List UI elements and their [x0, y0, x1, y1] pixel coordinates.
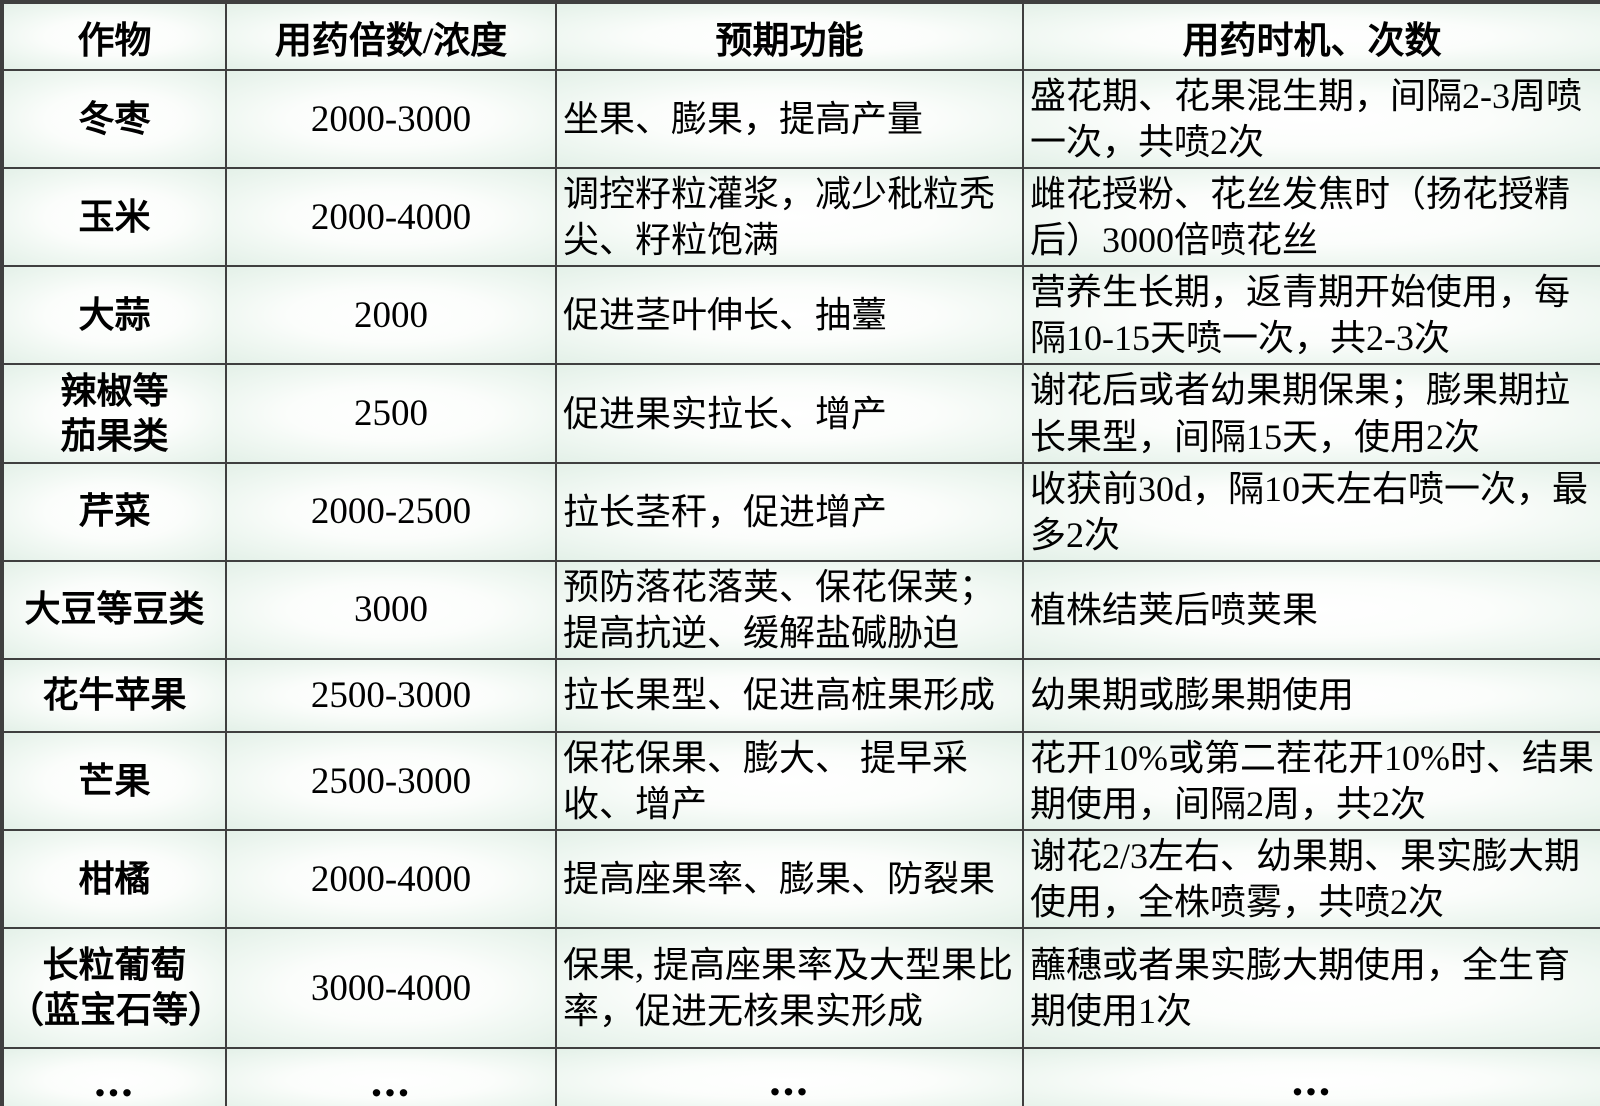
- table-row-ellipsis: ... ... ... ...: [1, 1047, 1600, 1106]
- crop-cell: ...: [1, 1047, 227, 1106]
- dosage-cell: 2000-2500: [225, 461, 557, 562]
- dosage-cell: 2000: [225, 265, 557, 366]
- table-row: 冬枣 2000-3000 坐果、膨果，提高产量 盛花期、花果混生期，间隔2-3周…: [1, 68, 1600, 170]
- table-row: 柑橘 2000-4000 提高座果率、膨果、防裂果 谢花2/3左右、幼果期、果实…: [1, 829, 1600, 930]
- table-row: 长粒葡萄 （蓝宝石等） 3000-4000 保果, 提高座果率及大型果比率，促进…: [1, 927, 1600, 1050]
- crop-cell: 大蒜: [1, 265, 227, 366]
- table-row: 大蒜 2000 促进茎叶伸长、抽薹 营养生长期，返青期开始使用，每隔10-15天…: [1, 265, 1600, 366]
- timing-cell: 谢花后或者幼果期保果；膨果期拉长果型，间隔15天，使用2次: [1022, 363, 1600, 464]
- function-cell: 拉长茎秆，促进增产: [555, 461, 1024, 562]
- table-row: 大豆等豆类 3000 预防落花落荚、保花保荚；提高抗逆、缓解盐碱胁迫 植株结荚后…: [1, 559, 1600, 660]
- crop-cell: 大豆等豆类: [1, 559, 227, 660]
- header-timing: 用药时机、次数: [1022, 1, 1600, 71]
- dosage-cell: 2500-3000: [225, 730, 557, 832]
- timing-cell: ...: [1022, 1047, 1600, 1106]
- header-row: 作物 用药倍数/浓度 预期功能 用药时机、次数: [1, 1, 1600, 71]
- crop-cell: 芒果: [1, 730, 227, 832]
- crop-cell: 辣椒等 茄果类: [1, 363, 227, 464]
- table-row: 玉米 2000-4000 调控籽粒灌浆，减少秕粒秃尖、籽粒饱满 雌花授粉、花丝发…: [1, 167, 1600, 268]
- dosage-cell: 2000-4000: [225, 829, 557, 930]
- function-cell: 促进果实拉长、增产: [555, 363, 1024, 464]
- timing-cell: 蘸穗或者果实膨大期使用，全生育期使用1次: [1022, 927, 1600, 1050]
- table-row: 辣椒等 茄果类 2500 促进果实拉长、增产 谢花后或者幼果期保果；膨果期拉长果…: [1, 363, 1600, 464]
- header-dosage: 用药倍数/浓度: [225, 1, 557, 71]
- crop-cell: 长粒葡萄 （蓝宝石等）: [1, 927, 227, 1050]
- timing-cell: 花开10%或第二茬花开10%时、结果期使用，间隔2周，共2次: [1022, 730, 1600, 832]
- timing-cell: 植株结荚后喷荚果: [1022, 559, 1600, 660]
- crop-cell: 柑橘: [1, 829, 227, 930]
- timing-cell: 营养生长期，返青期开始使用，每隔10-15天喷一次，共2-3次: [1022, 265, 1600, 366]
- header-crop: 作物: [1, 1, 227, 71]
- dosage-cell: 2500-3000: [225, 657, 557, 733]
- function-cell: 保果, 提高座果率及大型果比率，促进无核果实形成: [555, 927, 1024, 1050]
- crop-cell: 花牛苹果: [1, 657, 227, 733]
- timing-cell: 谢花2/3左右、幼果期、果实膨大期使用，全株喷雾，共喷2次: [1022, 829, 1600, 930]
- function-cell: ...: [555, 1047, 1024, 1106]
- crop-cell: 玉米: [1, 167, 227, 268]
- dosage-cell: 2000-3000: [225, 68, 557, 170]
- header-function: 预期功能: [555, 1, 1024, 71]
- timing-cell: 盛花期、花果混生期，间隔2-3周喷一次，共喷2次: [1022, 68, 1600, 170]
- function-cell: 调控籽粒灌浆，减少秕粒秃尖、籽粒饱满: [555, 167, 1024, 268]
- timing-cell: 收获前30d，隔10天左右喷一次，最多2次: [1022, 461, 1600, 562]
- table-row: 花牛苹果 2500-3000 拉长果型、促进高桩果形成 幼果期或膨果期使用: [1, 657, 1600, 733]
- table-row: 芒果 2500-3000 保花保果、膨大、 提早采收、增产 花开10%或第二茬花…: [1, 730, 1600, 832]
- timing-cell: 雌花授粉、花丝发焦时（扬花授精后）3000倍喷花丝: [1022, 167, 1600, 268]
- dosage-cell: 2500: [225, 363, 557, 464]
- function-cell: 保花保果、膨大、 提早采收、增产: [555, 730, 1024, 832]
- dosage-cell: 2000-4000: [225, 167, 557, 268]
- dosage-cell: 3000-4000: [225, 927, 557, 1050]
- dosage-cell: ...: [225, 1047, 557, 1106]
- timing-cell: 幼果期或膨果期使用: [1022, 657, 1600, 733]
- function-cell: 坐果、膨果，提高产量: [555, 68, 1024, 170]
- crop-cell: 冬枣: [1, 68, 227, 170]
- function-cell: 拉长果型、促进高桩果形成: [555, 657, 1024, 733]
- function-cell: 提高座果率、膨果、防裂果: [555, 829, 1024, 930]
- function-cell: 预防落花落荚、保花保荚；提高抗逆、缓解盐碱胁迫: [555, 559, 1024, 660]
- function-cell: 促进茎叶伸长、抽薹: [555, 265, 1024, 366]
- dosage-cell: 3000: [225, 559, 557, 660]
- crop-cell: 芹菜: [1, 461, 227, 562]
- table-row: 芹菜 2000-2500 拉长茎秆，促进增产 收获前30d，隔10天左右喷一次，…: [1, 461, 1600, 562]
